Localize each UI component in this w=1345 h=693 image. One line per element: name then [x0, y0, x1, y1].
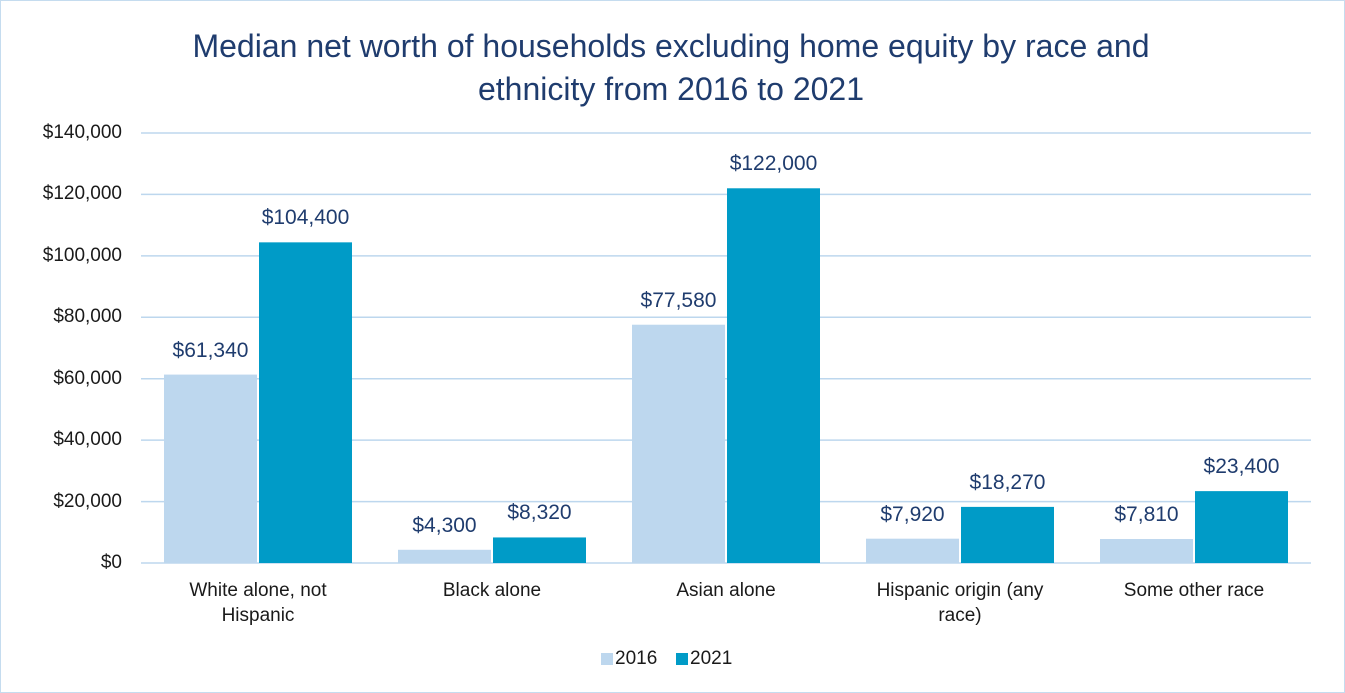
legend-swatch	[676, 653, 688, 665]
data-label: $61,340	[172, 338, 249, 362]
x-tick-label: Some other race	[1123, 580, 1265, 601]
data-label: $7,920	[880, 502, 945, 526]
data-label: $18,270	[969, 470, 1046, 494]
y-tick-label: $60,000	[53, 367, 122, 389]
x-tick-label: White alone, not Hispanic	[189, 580, 327, 626]
bar	[727, 188, 820, 564]
bar	[493, 537, 586, 563]
data-label: $122,000	[729, 152, 818, 176]
chart-title: Median net worth of households excluding…	[192, 28, 1150, 107]
legend-label: 2021	[690, 648, 733, 669]
x-tick-label: Asian alone	[676, 580, 776, 601]
x-tick-label: Hispanic origin (any race)	[876, 580, 1044, 626]
y-tick-label: $40,000	[53, 429, 122, 451]
y-tick-label: $80,000	[53, 306, 122, 328]
bar	[164, 374, 257, 563]
y-tick-label: $20,000	[53, 490, 122, 512]
y-tick-label: $0	[100, 552, 122, 573]
legend-label: 2016	[615, 648, 658, 669]
bar	[961, 506, 1054, 563]
y-tick-label: $140,000	[42, 122, 122, 143]
bar	[398, 549, 491, 563]
y-tick-label: $120,000	[42, 183, 122, 205]
data-label: $23,400	[1203, 455, 1280, 479]
data-label: $77,580	[640, 288, 717, 312]
data-label: $7,810	[1114, 503, 1179, 526]
y-tick-label: $100,000	[42, 244, 122, 266]
bar	[632, 324, 725, 563]
x-tick-label: Black alone	[442, 580, 542, 601]
data-label: $4,300	[412, 513, 477, 537]
legend-swatch	[601, 653, 613, 665]
data-label: $104,400	[261, 206, 350, 230]
data-label: $8,320	[507, 501, 572, 525]
bar	[259, 242, 352, 564]
bar	[866, 538, 959, 563]
bar	[1195, 491, 1288, 563]
bar	[1100, 539, 1193, 563]
